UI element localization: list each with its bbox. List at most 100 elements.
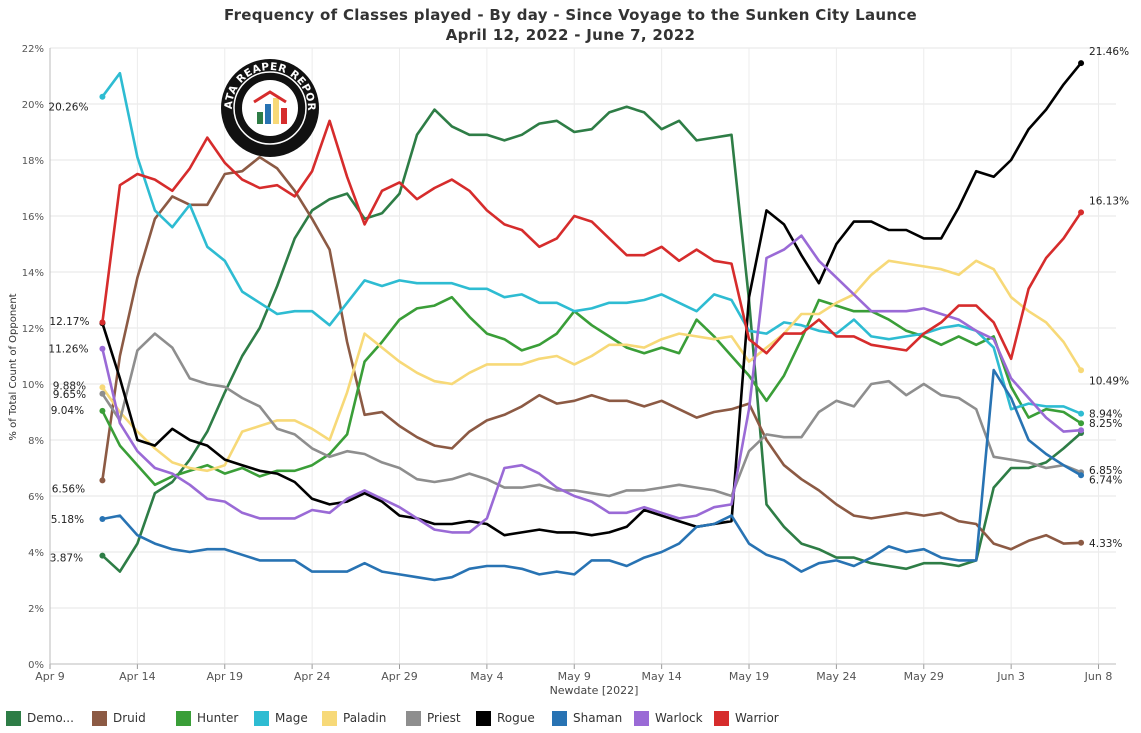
end-point [1078, 427, 1085, 434]
data-reaper-logo: DATA REAPER REPORT [220, 58, 319, 157]
legend-label: Warlock [655, 711, 703, 725]
series-line-warlock [101, 234, 1083, 534]
legend-label: Warrior [735, 711, 779, 725]
end-point [1078, 367, 1085, 374]
legend-item[interactable]: Paladin [322, 710, 406, 726]
legend-label: Mage [275, 711, 308, 725]
start-point [99, 552, 106, 559]
series-line-priest [101, 332, 1083, 498]
start-value-label: 12.17% [49, 316, 89, 328]
legend: Demo... Druid Hunter Mage Paladin Priest Rogue… [6, 707, 794, 729]
y-axis-label: % of Total Count of Opponent [8, 293, 19, 440]
series-line-demo [101, 105, 1083, 573]
start-point [99, 319, 106, 326]
legend-swatch [406, 710, 421, 726]
legend-item[interactable]: Mage [254, 710, 322, 726]
x-tick-label: Apr 24 [294, 670, 331, 683]
start-point [99, 515, 106, 522]
end-point [1078, 60, 1085, 67]
series-line-rogue [101, 61, 1083, 537]
chart-title: Frequency of Classes played - By day - S… [223, 6, 917, 24]
y-tick-label: 6% [28, 492, 44, 503]
x-tick-label: Apr 14 [119, 670, 156, 683]
legend-item[interactable]: Priest [406, 710, 476, 726]
end-value-label: 6.74% [1089, 474, 1122, 486]
end-point [1078, 410, 1085, 417]
y-tick-label: 14% [22, 268, 44, 279]
end-value-label: 4.33% [1089, 538, 1122, 550]
start-point [99, 384, 106, 391]
end-point [1078, 209, 1085, 216]
legend-label: Druid [113, 711, 146, 725]
legend-item[interactable]: Hunter [176, 710, 254, 726]
legend-item[interactable]: Demo... [6, 710, 92, 726]
start-value-label: 9.88% [53, 380, 86, 392]
series-line-warrior [101, 119, 1083, 361]
legend-item[interactable]: Warlock [634, 710, 714, 726]
axes: 0% 2% 4% 6% 8% 10% 12% 14% 16% 18% 20% 22% Apr 9 Apr … [22, 44, 1116, 683]
y-tick-label: 20% [22, 100, 44, 111]
start-value-label: 5.18% [51, 514, 84, 526]
y-tick-label: 8% [28, 436, 44, 447]
x-tick-label: May 24 [816, 670, 856, 683]
end-point [1078, 539, 1085, 546]
legend-swatch [634, 710, 649, 726]
legend-swatch [322, 710, 337, 726]
x-tick-label: Apr 29 [381, 670, 418, 683]
x-tick-label: Jun 8 [1084, 670, 1113, 683]
legend-item[interactable]: Warrior [714, 710, 794, 726]
start-point [99, 93, 106, 100]
series-line-paladin [101, 259, 1083, 473]
start-value-label: 9.04% [51, 405, 84, 417]
start-point [99, 390, 106, 397]
series-line-druid [101, 155, 1083, 551]
end-value-label: 21.46% [1089, 46, 1129, 58]
x-axis-label: Newdate [2022] [550, 684, 639, 697]
legend-swatch [714, 710, 729, 726]
series-line-shaman [101, 368, 1083, 582]
x-tick-label: May 9 [558, 670, 591, 683]
start-value-label: 6.56% [52, 483, 85, 495]
y-tick-label: 0% [28, 660, 44, 671]
legend-item[interactable]: Shaman [552, 710, 634, 726]
chart-subtitle: April 12, 2022 - June 7, 2022 [445, 26, 696, 44]
start-value-label: 20.26% [48, 102, 88, 114]
series-line-mage [101, 71, 1083, 415]
x-tick-label: May 14 [642, 670, 682, 683]
y-tick-label: 16% [22, 212, 44, 223]
y-tick-label: 12% [22, 324, 44, 335]
start-point [99, 477, 106, 484]
x-tick-label: May 19 [729, 670, 769, 683]
y-tick-label: 10% [22, 380, 44, 391]
y-tick-label: 18% [22, 156, 44, 167]
x-tick-label: Jun 3 [996, 670, 1025, 683]
end-value-label: 10.49% [1089, 375, 1129, 387]
legend-swatch [176, 710, 191, 726]
legend-swatch [6, 710, 21, 726]
legend-label: Paladin [343, 711, 387, 725]
legend-item[interactable]: Rogue [476, 710, 552, 726]
end-value-label: 8.25% [1089, 418, 1122, 430]
start-point [99, 345, 106, 352]
y-tick-label: 4% [28, 548, 44, 559]
legend-label: Demo... [27, 711, 74, 725]
end-value-label: 8.94% [1089, 409, 1122, 421]
legend-swatch [476, 710, 491, 726]
legend-label: Priest [427, 711, 461, 725]
legend-swatch [254, 710, 269, 726]
y-tick-label: 22% [22, 44, 44, 55]
start-value-label: 3.87% [50, 553, 83, 565]
legend-swatch [92, 710, 107, 726]
legend-item[interactable]: Druid [92, 710, 176, 726]
data-labels: 3.87% 8.25% 6.56% 4.33% 9.04% 20.26% 8.94% 9.88… [48, 46, 1129, 565]
legend-swatch [552, 710, 567, 726]
x-tick-label: May 29 [904, 670, 944, 683]
start-point [99, 407, 106, 414]
end-point [1078, 472, 1085, 479]
end-value-label: 16.13% [1089, 195, 1129, 207]
end-point [1078, 420, 1085, 427]
x-tick-label: Apr 19 [206, 670, 243, 683]
series-lines [99, 60, 1085, 582]
legend-label: Hunter [197, 711, 239, 725]
